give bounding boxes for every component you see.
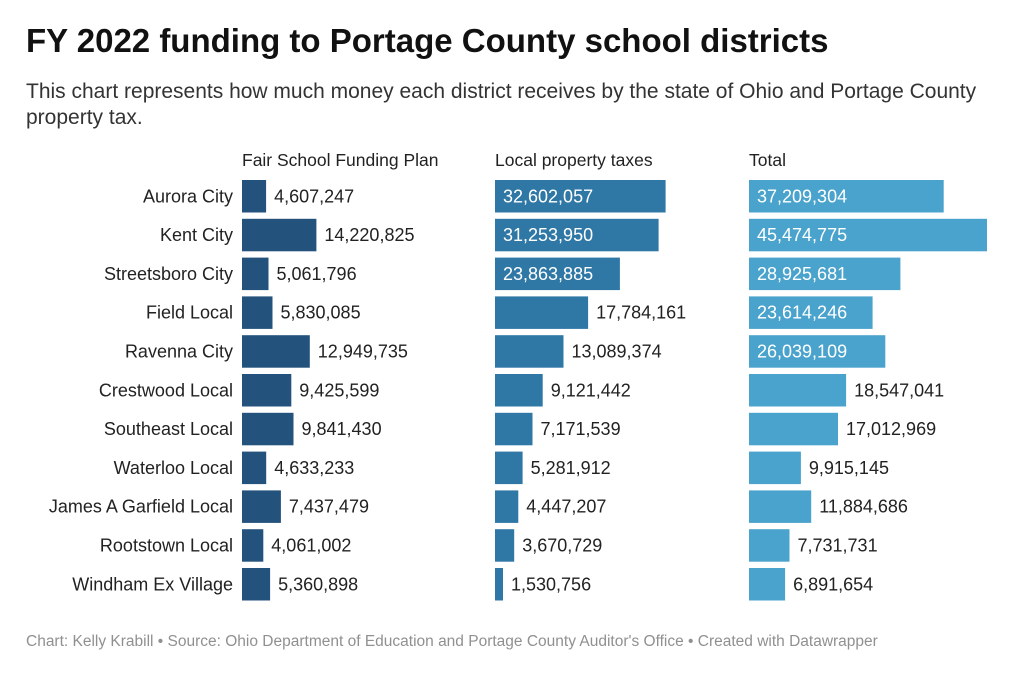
value-label: 23,614,246 [757, 303, 847, 323]
category-label: Waterloo Local [114, 458, 233, 478]
value-label: 3,670,729 [522, 535, 602, 555]
bar [495, 296, 589, 329]
bar [242, 257, 269, 291]
value-label: 23,863,885 [503, 264, 593, 284]
bar [242, 451, 267, 485]
value-label: 14,220,825 [324, 225, 414, 245]
bar [495, 412, 533, 446]
category-label: Ravenna City [125, 341, 233, 361]
category-label: Southeast Local [104, 419, 233, 439]
value-label: 5,360,898 [278, 574, 358, 594]
bar [242, 374, 292, 407]
category-label: Rootstown Local [100, 535, 233, 555]
value-label: 45,474,775 [757, 225, 847, 245]
value-label: 31,253,950 [503, 225, 593, 245]
bar [749, 296, 873, 329]
bar [495, 180, 666, 213]
bar [749, 257, 901, 291]
bar [495, 218, 659, 252]
column-header: Total [749, 150, 786, 170]
bar [242, 490, 281, 523]
value-label: 7,437,479 [289, 497, 369, 517]
bar [749, 529, 790, 562]
value-label: 5,281,912 [531, 458, 611, 478]
category-label: Windham Ex Village [72, 574, 233, 594]
value-label: 11,884,686 [819, 497, 908, 517]
value-label: 7,731,731 [798, 535, 878, 555]
bar [749, 180, 944, 213]
value-label: 9,915,145 [809, 458, 889, 478]
value-label: 4,633,233 [274, 458, 354, 478]
bar-chart: Fair School Funding Plan Local property t… [49, 150, 987, 601]
value-label: 1,530,756 [511, 574, 591, 594]
category-label: Aurora City [143, 186, 233, 206]
bar [242, 218, 317, 252]
bar [495, 335, 564, 368]
value-label: 9,841,430 [302, 419, 382, 439]
value-label: 9,425,599 [299, 380, 379, 400]
category-label: Streetsboro City [104, 264, 233, 284]
bar [242, 180, 267, 213]
value-label: 5,830,085 [281, 303, 361, 323]
value-label: 4,607,247 [274, 186, 354, 206]
bar [749, 335, 886, 368]
bar [495, 529, 515, 562]
chart-title: FY 2022 funding to Portage County school… [26, 22, 829, 59]
value-label: 28,925,681 [757, 264, 847, 284]
category-label: Kent City [160, 225, 233, 245]
bar [749, 412, 838, 446]
bar [495, 374, 543, 407]
value-label: 26,039,109 [757, 341, 847, 361]
value-label: 4,447,207 [526, 497, 606, 517]
value-label: 12,949,735 [318, 341, 408, 361]
value-label: 17,012,969 [846, 419, 936, 439]
value-label: 17,784,161 [596, 303, 686, 323]
chart-footer: Chart: Kelly Krabill • Source: Ohio Depa… [26, 633, 878, 650]
category-label: James A Garfield Local [49, 497, 233, 517]
bar [495, 257, 620, 291]
value-label: 32,602,057 [503, 186, 593, 206]
bar [749, 490, 812, 523]
column-header: Local property taxes [495, 150, 653, 170]
value-label: 5,061,796 [277, 264, 357, 284]
bar [749, 218, 987, 252]
bar [749, 568, 786, 601]
value-label: 9,121,442 [551, 380, 631, 400]
value-label: 18,547,041 [854, 380, 944, 400]
category-label: Crestwood Local [99, 380, 233, 400]
bar [242, 568, 271, 601]
bar [495, 568, 503, 601]
bar [242, 412, 294, 446]
bar [495, 490, 519, 523]
category-label: Field Local [146, 303, 233, 323]
bar [749, 451, 801, 485]
bar [242, 296, 273, 329]
bar [749, 374, 847, 407]
bar [242, 529, 264, 562]
chart-subtitle: This chart represents how much money eac… [26, 80, 977, 129]
value-label: 4,061,002 [271, 535, 351, 555]
value-label: 6,891,654 [793, 574, 873, 594]
bar [495, 451, 523, 485]
column-header: Fair School Funding Plan [242, 150, 439, 170]
value-label: 13,089,374 [572, 341, 662, 361]
bar [242, 335, 310, 368]
value-label: 7,171,539 [541, 419, 621, 439]
value-label: 37,209,304 [757, 186, 847, 206]
